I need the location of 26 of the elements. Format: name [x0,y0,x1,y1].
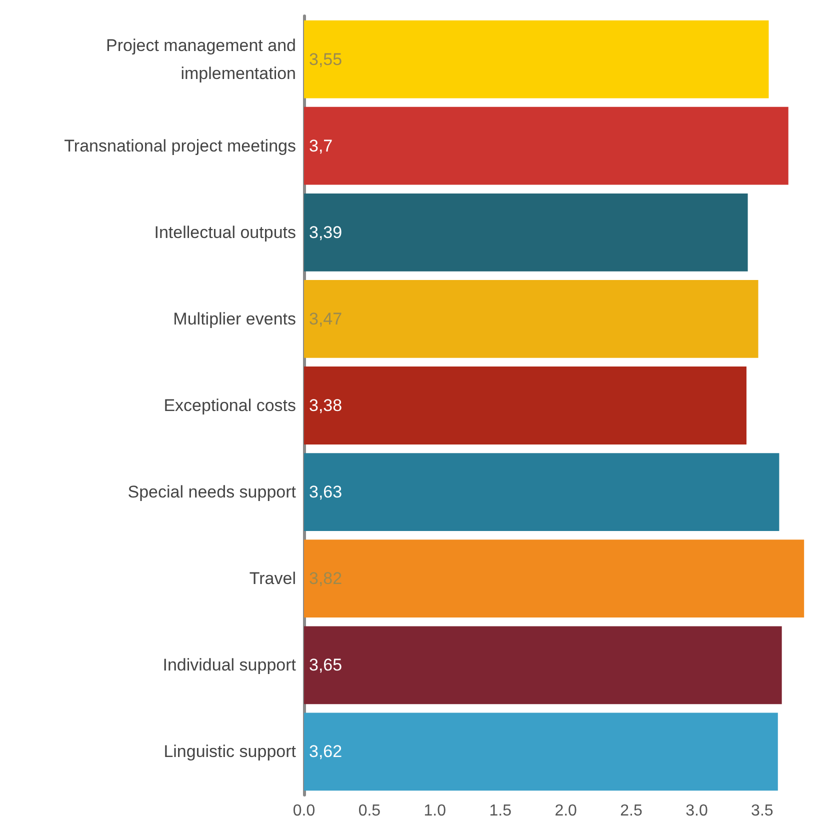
x-tick-label: 0.5 [358,802,381,820]
y-tick-label: Intellectual outputs [154,222,296,242]
y-tick-label: Travel [249,569,296,588]
x-tick-label: 0.0 [292,802,316,820]
data-label: 3,63 [309,482,342,502]
data-label: 3,47 [309,309,342,328]
data-label: 3,38 [309,396,342,415]
data-label: 3,7 [309,136,333,156]
x-tick-label: 1.5 [489,802,512,820]
data-label: 3,65 [309,656,342,675]
data-label: 3,39 [309,222,342,242]
y-tick-label: Individual support [162,656,296,675]
y-tick-label: Linguistic support [164,742,296,762]
y-tick-label: Transnational project meetings [64,136,296,156]
x-tick-label: 3.0 [686,802,708,820]
data-label: 3,55 [309,50,342,69]
x-tick-label: 2.0 [554,802,578,820]
x-tick-label: 3.5 [751,802,774,820]
x-tick-label: 2.5 [620,802,642,820]
y-tick-label: Multiplier events [173,309,296,328]
data-label: 3,82 [309,569,342,588]
y-tick-label: Special needs support [128,482,296,502]
x-tick-label: 1.0 [424,802,446,820]
y-tick-label: Exceptional costs [164,396,296,415]
y-tick-label: Project management and implementation [106,36,296,83]
data-label: 3,62 [309,742,342,762]
